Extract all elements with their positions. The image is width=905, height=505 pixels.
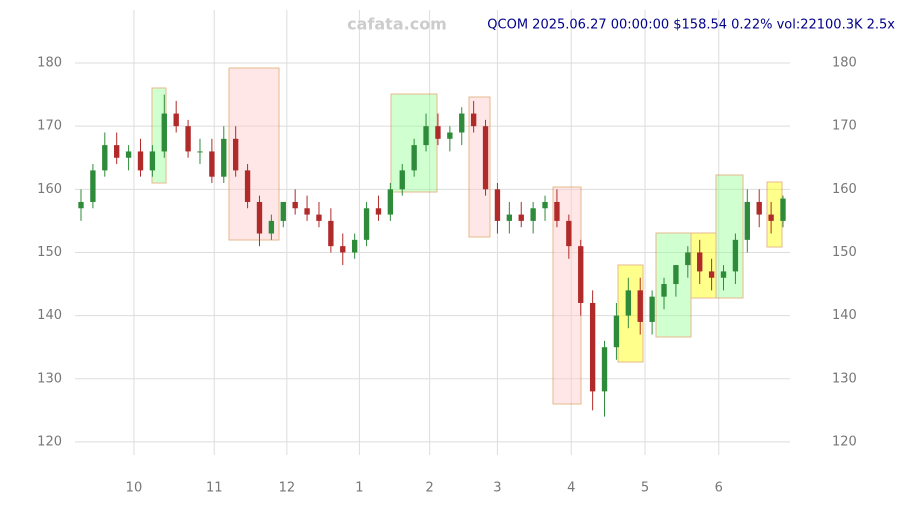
annotation-boxes: [151, 67, 783, 405]
candle-body: [173, 113, 179, 127]
y-tick-label-right: 150: [832, 245, 857, 260]
y-tick-label: 170: [37, 119, 62, 134]
x-tick-label: 2: [425, 481, 433, 496]
candle-body: [221, 138, 227, 177]
candle-body: [149, 151, 156, 171]
chart-title: QCOM 2025.06.27 00:00:00 $158.54 0.22% v…: [487, 18, 895, 33]
candle-body: [697, 252, 703, 272]
y-tick-label-right: 130: [832, 371, 857, 386]
candle-body: [387, 189, 394, 215]
candle-body: [720, 271, 727, 278]
candle-body: [708, 271, 715, 278]
candle-body: [435, 126, 441, 139]
candle-body: [470, 113, 477, 127]
y-tick-label-right: 170: [832, 119, 857, 134]
y-tick-label: 140: [37, 308, 62, 323]
x-tick-label: 5: [641, 481, 649, 496]
candle-body: [673, 265, 679, 285]
candle-body: [125, 151, 132, 158]
x-tick-label: 11: [206, 481, 223, 496]
candle-body: [375, 208, 382, 215]
candle-body: [102, 145, 108, 171]
candle-body: [399, 170, 405, 190]
candle-body: [351, 239, 358, 253]
candle-body: [578, 246, 584, 303]
candle-body: [542, 201, 548, 209]
candle-body: [423, 126, 429, 146]
candle-body: [161, 113, 167, 152]
candle-body: [613, 315, 620, 348]
candle-body: [732, 239, 739, 272]
y-tick-label-right: 160: [832, 182, 857, 197]
x-tick-label: 1: [355, 481, 363, 496]
candle-body: [292, 201, 298, 209]
candle-body: [209, 151, 215, 177]
candle-body: [328, 220, 334, 247]
y-tick-label-right: 120: [832, 434, 857, 449]
x-tick-label: 3: [493, 481, 501, 496]
candle-body: [637, 290, 643, 322]
y-tick-label: 160: [37, 182, 62, 197]
candle-body: [661, 284, 667, 297]
x-tick-label: 10: [126, 481, 143, 496]
candle-body: [756, 201, 762, 215]
candle-body: [197, 151, 203, 153]
candle-body: [411, 145, 417, 171]
candle-body: [137, 151, 144, 171]
y-tick-label-right: 140: [832, 308, 857, 323]
candle-body: [244, 170, 251, 202]
candle-body: [685, 252, 691, 266]
candle-body: [566, 220, 572, 247]
y-tick-label: 180: [37, 56, 62, 71]
candle-body: [340, 246, 346, 253]
candle-body: [447, 132, 453, 139]
candle-body: [482, 126, 489, 190]
candle-body: [649, 296, 655, 322]
candle-body: [589, 302, 596, 392]
candle-body: [316, 214, 322, 221]
candle-body: [78, 201, 84, 209]
candle-body: [601, 347, 608, 392]
y-tick-label: 150: [37, 245, 62, 260]
candle-body: [768, 214, 774, 221]
candle-body: [518, 214, 524, 221]
y-tick-label: 120: [37, 434, 62, 449]
candle-body: [625, 290, 631, 316]
candle-body: [114, 145, 120, 158]
candle-body: [744, 201, 750, 240]
candle-body: [459, 113, 465, 133]
x-tick-label: 12: [279, 481, 296, 496]
candle-body: [90, 170, 96, 202]
candle-body: [554, 201, 560, 221]
x-tick-label: 6: [715, 481, 723, 496]
candle-body: [780, 198, 786, 221]
candle-body: [530, 208, 536, 221]
y-tick-label: 130: [37, 371, 62, 386]
candle-body: [363, 208, 370, 240]
x-tick-label: 4: [567, 481, 575, 496]
candle-body: [280, 201, 286, 221]
candle-body: [268, 220, 275, 234]
candle-body: [185, 126, 191, 152]
candle-body: [494, 189, 501, 221]
candle-body: [506, 214, 513, 221]
watermark: cafata.com: [347, 15, 447, 34]
candle-body: [233, 138, 239, 171]
candle-body: [304, 208, 310, 215]
y-tick-label-right: 180: [832, 56, 857, 71]
candle-body: [256, 201, 263, 234]
